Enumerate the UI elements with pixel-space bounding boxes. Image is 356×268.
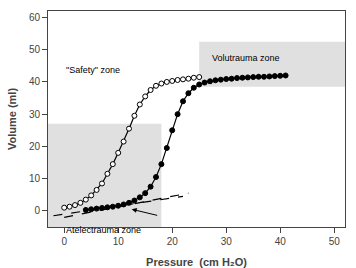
svg-text:50: 50: [329, 236, 341, 247]
svg-text:Atelectrauma zone: Atelectrauma zone: [66, 225, 141, 235]
svg-text:Volutrauma zone: Volutrauma zone: [212, 53, 280, 63]
svg-text:10: 10: [29, 173, 41, 184]
svg-text:0: 0: [34, 205, 40, 216]
svg-text:0: 0: [61, 236, 67, 247]
svg-text:"Safety" zone: "Safety" zone: [66, 65, 120, 75]
svg-text:20: 20: [29, 141, 41, 152]
svg-text:Pressure (cm H₂O): Pressure (cm H₂O): [146, 256, 247, 268]
svg-text:60: 60: [29, 12, 41, 23]
svg-text:40: 40: [29, 76, 41, 87]
svg-text:40: 40: [275, 236, 287, 247]
svg-text:Volume (ml): Volume (ml): [6, 88, 18, 150]
svg-text:30: 30: [221, 236, 233, 247]
svg-text:20: 20: [167, 236, 179, 247]
svg-text:50: 50: [29, 44, 41, 55]
svg-text:30: 30: [29, 109, 41, 120]
svg-text:10: 10: [113, 236, 125, 247]
